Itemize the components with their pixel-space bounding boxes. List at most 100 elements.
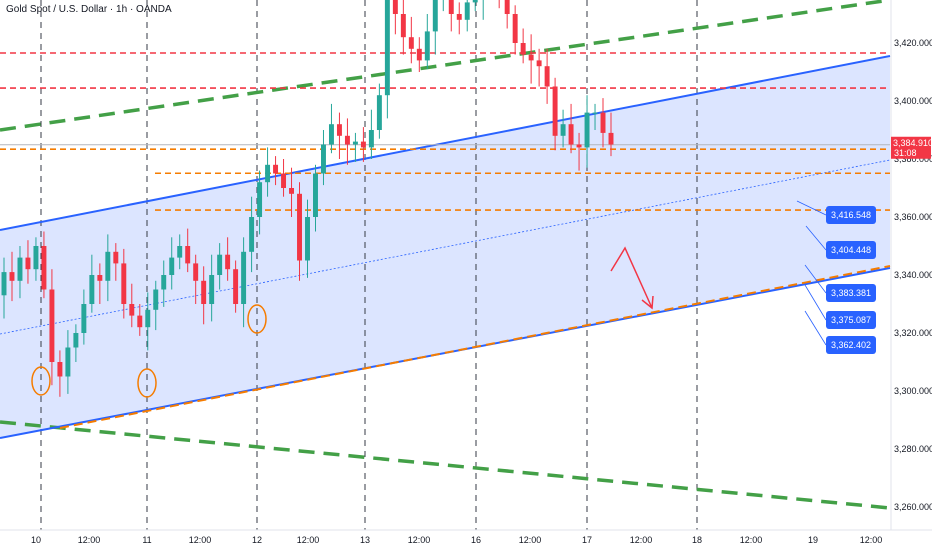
- candle-body: [161, 275, 167, 290]
- projection-arrow[interactable]: [610, 246, 653, 309]
- x-tick-label: 16: [471, 535, 481, 545]
- x-tick-label: 12:00: [860, 535, 883, 545]
- candle-body: [193, 263, 199, 281]
- candle-body: [33, 246, 39, 270]
- x-tick-label: 12: [252, 535, 262, 545]
- candle-body: [528, 54, 534, 61]
- orange-trendline[interactable]: [59, 265, 891, 429]
- level-label-box[interactable]: [826, 284, 876, 302]
- candle-body: [185, 246, 191, 264]
- candle-body: [1, 272, 7, 296]
- candle-body: [57, 362, 63, 377]
- candle-body: [209, 275, 215, 304]
- price-labels-layer: 3,416.548 3,404.448 3,383.381 3,375.087 3,36…: [796, 136, 932, 354]
- candle-body: [225, 254, 231, 270]
- candle-body: [600, 112, 606, 133]
- candle-body: [153, 289, 159, 310]
- candle-body: [97, 275, 103, 281]
- candle-body: [201, 280, 207, 304]
- countdown-timer: 31:08: [894, 148, 917, 158]
- y-tick-label: 3,360.000: [894, 212, 932, 222]
- candle-body: [177, 246, 183, 258]
- candle-body: [384, 0, 390, 96]
- candle-body: [137, 315, 143, 328]
- candle-body: [552, 86, 558, 136]
- x-tick-label: 13: [360, 535, 370, 545]
- candle-body: [568, 124, 574, 145]
- candle-body: [576, 144, 582, 148]
- y-tick-label: 3,300.000: [894, 386, 932, 396]
- candle-body: [520, 43, 526, 55]
- trend-lines-layer: [0, 0, 891, 530]
- candle-body: [344, 135, 350, 145]
- level-label-box[interactable]: [826, 206, 876, 224]
- candle-body: [328, 124, 334, 145]
- x-tick-label: 12:00: [519, 535, 542, 545]
- x-tick-label: 11: [142, 535, 151, 545]
- current-price-tag[interactable]: [891, 136, 931, 159]
- channel-upper-line[interactable]: [0, 55, 891, 231]
- candle-body: [320, 144, 326, 174]
- candle-body: [297, 193, 302, 261]
- x-tick-label: 12:00: [408, 535, 431, 545]
- candle-body: [472, 0, 478, 3]
- candle-body: [392, 0, 398, 15]
- candle-body: [121, 263, 127, 304]
- x-tick-label: 10: [31, 535, 41, 545]
- candle-body: [313, 173, 318, 217]
- level-label-box[interactable]: [826, 241, 876, 259]
- y-tick-label: 3,400.000: [894, 96, 932, 106]
- candle-body: [105, 251, 111, 281]
- candle-body: [400, 14, 406, 38]
- candle-body: [376, 95, 382, 130]
- level-label-text: 3,416.548: [831, 210, 871, 220]
- candle-body: [584, 112, 590, 148]
- candle-body: [49, 289, 55, 362]
- x-tick-label: 12:00: [630, 535, 653, 545]
- candle-body: [336, 124, 342, 136]
- level-label-text: 3,362.402: [831, 340, 871, 350]
- candle-body: [65, 347, 71, 377]
- candle-body: [281, 173, 287, 188]
- candle-body: [608, 132, 614, 145]
- y-tick-label: 3,320.000: [894, 328, 932, 338]
- candle-body: [560, 124, 566, 136]
- candle-body: [265, 164, 271, 183]
- candle-body: [536, 60, 542, 67]
- candle-body: [448, 0, 454, 14]
- candle-body: [17, 257, 23, 281]
- y-tick-label: 3,280.000: [894, 444, 932, 454]
- level-label-connector: [796, 200, 827, 216]
- level-label-box[interactable]: [826, 311, 876, 329]
- x-tick-label: 12:00: [189, 535, 212, 545]
- candle-body: [352, 141, 358, 145]
- y-tick-label: 3,420.000: [894, 38, 932, 48]
- x-tick-label: 18: [692, 535, 702, 545]
- y-tick-label: 3,380.000: [894, 154, 932, 164]
- candle-body: [129, 304, 135, 316]
- projection-arrowhead: [641, 295, 654, 310]
- level-label-connector: [804, 264, 827, 294]
- candle-body: [360, 141, 366, 148]
- x-tick-label: 12:00: [297, 535, 320, 545]
- channel-midline: [0, 159, 891, 335]
- candle-body: [456, 14, 462, 20]
- touch-circle-marker: [137, 368, 157, 398]
- outer-lower-dashed-line[interactable]: [0, 420, 891, 510]
- candle-body: [368, 130, 374, 148]
- y-tick-label: 3,260.000: [894, 502, 932, 512]
- level-label-box[interactable]: [826, 336, 876, 354]
- candle-body: [424, 31, 430, 61]
- candle-body: [41, 246, 47, 290]
- candle-body: [464, 2, 470, 20]
- candle-body: [113, 251, 119, 264]
- candle-body: [432, 0, 438, 32]
- level-label-text: 3,383.381: [831, 288, 871, 298]
- candle-body: [217, 254, 223, 275]
- level-label-connector: [805, 225, 827, 251]
- candle-body: [145, 309, 151, 328]
- time-axis-bg: [0, 530, 932, 550]
- level-label-text: 3,375.087: [831, 315, 871, 325]
